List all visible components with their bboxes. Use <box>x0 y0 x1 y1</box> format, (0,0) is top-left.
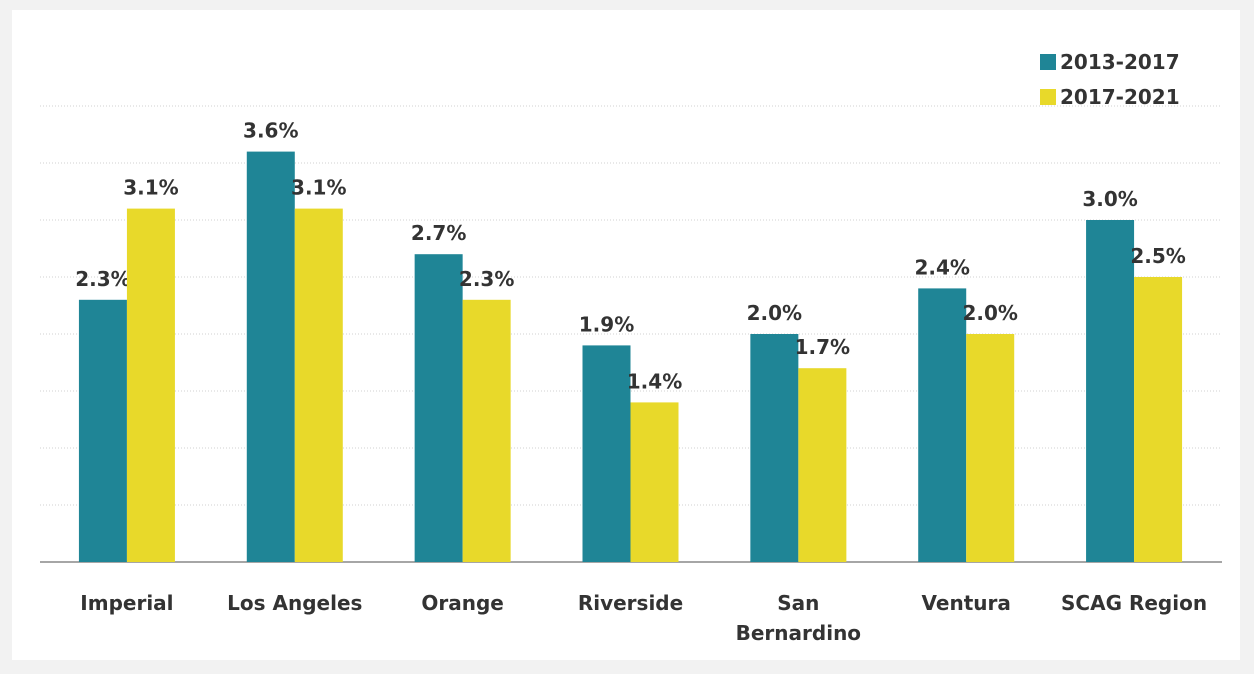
bar <box>78 299 127 562</box>
x-tick-label: Ventura <box>921 591 1011 615</box>
legend-swatch <box>1040 54 1056 70</box>
bar <box>294 208 343 562</box>
x-tick-label: Riverside <box>577 591 684 615</box>
data-label: 2.7% <box>411 221 466 245</box>
data-label: 3.0% <box>1082 187 1137 211</box>
data-label: 2.3% <box>459 267 514 291</box>
bar <box>798 368 847 562</box>
data-label: 2.5% <box>1130 244 1185 268</box>
legend-label: 2013-2017 <box>1060 50 1180 74</box>
bar <box>246 151 295 562</box>
data-label: 3.1% <box>291 176 346 200</box>
bar <box>126 208 175 562</box>
data-label: 2.3% <box>75 267 130 291</box>
bar <box>582 345 631 562</box>
x-tick-label: Imperial <box>80 591 174 615</box>
data-label: 2.0% <box>747 301 802 325</box>
bar <box>630 402 679 562</box>
bar <box>1086 220 1135 562</box>
x-tick-label: San Bernardino <box>735 591 862 645</box>
bar <box>750 334 799 562</box>
data-label: 3.6% <box>243 119 298 143</box>
legend-label: 2017-2021 <box>1060 85 1180 109</box>
x-tick-label: Orange <box>421 591 504 615</box>
data-label: 1.9% <box>579 312 634 336</box>
x-tick-label: SCAG Region <box>1061 591 1208 615</box>
data-label: 3.1% <box>123 176 178 200</box>
bar <box>966 334 1015 562</box>
data-label: 2.0% <box>962 301 1017 325</box>
bar <box>918 288 967 562</box>
x-tick-label: Los Angeles <box>227 591 363 615</box>
data-label: 1.4% <box>627 369 682 393</box>
data-label: 2.4% <box>914 255 969 279</box>
legend-swatch <box>1040 89 1056 105</box>
bar <box>1134 277 1183 562</box>
bar <box>462 299 511 562</box>
bar <box>414 254 463 562</box>
data-label: 1.7% <box>795 335 850 359</box>
